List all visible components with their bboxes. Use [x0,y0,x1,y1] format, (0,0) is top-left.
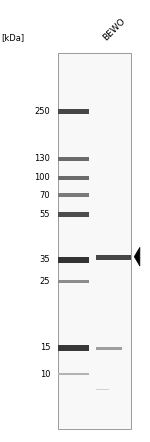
Bar [58,345,89,351]
Bar [58,212,89,217]
Text: 55: 55 [40,210,50,219]
Bar [58,257,89,263]
Text: [kDa]: [kDa] [2,33,25,42]
Bar [96,347,122,350]
Text: 100: 100 [34,173,50,182]
Text: 250: 250 [34,107,50,116]
Bar [96,255,131,260]
Bar [58,53,131,429]
Polygon shape [134,247,140,266]
Text: 130: 130 [34,155,50,164]
Bar [96,389,109,390]
Bar [58,193,89,197]
Text: 25: 25 [40,277,50,286]
Text: 35: 35 [40,255,50,264]
Bar [58,280,89,282]
Bar [58,373,89,375]
Bar [58,157,89,161]
Bar [58,176,89,179]
Bar [58,109,89,114]
Text: BEWO: BEWO [102,16,128,42]
Text: 70: 70 [40,191,50,199]
Text: 10: 10 [40,370,50,379]
Text: 15: 15 [40,343,50,352]
